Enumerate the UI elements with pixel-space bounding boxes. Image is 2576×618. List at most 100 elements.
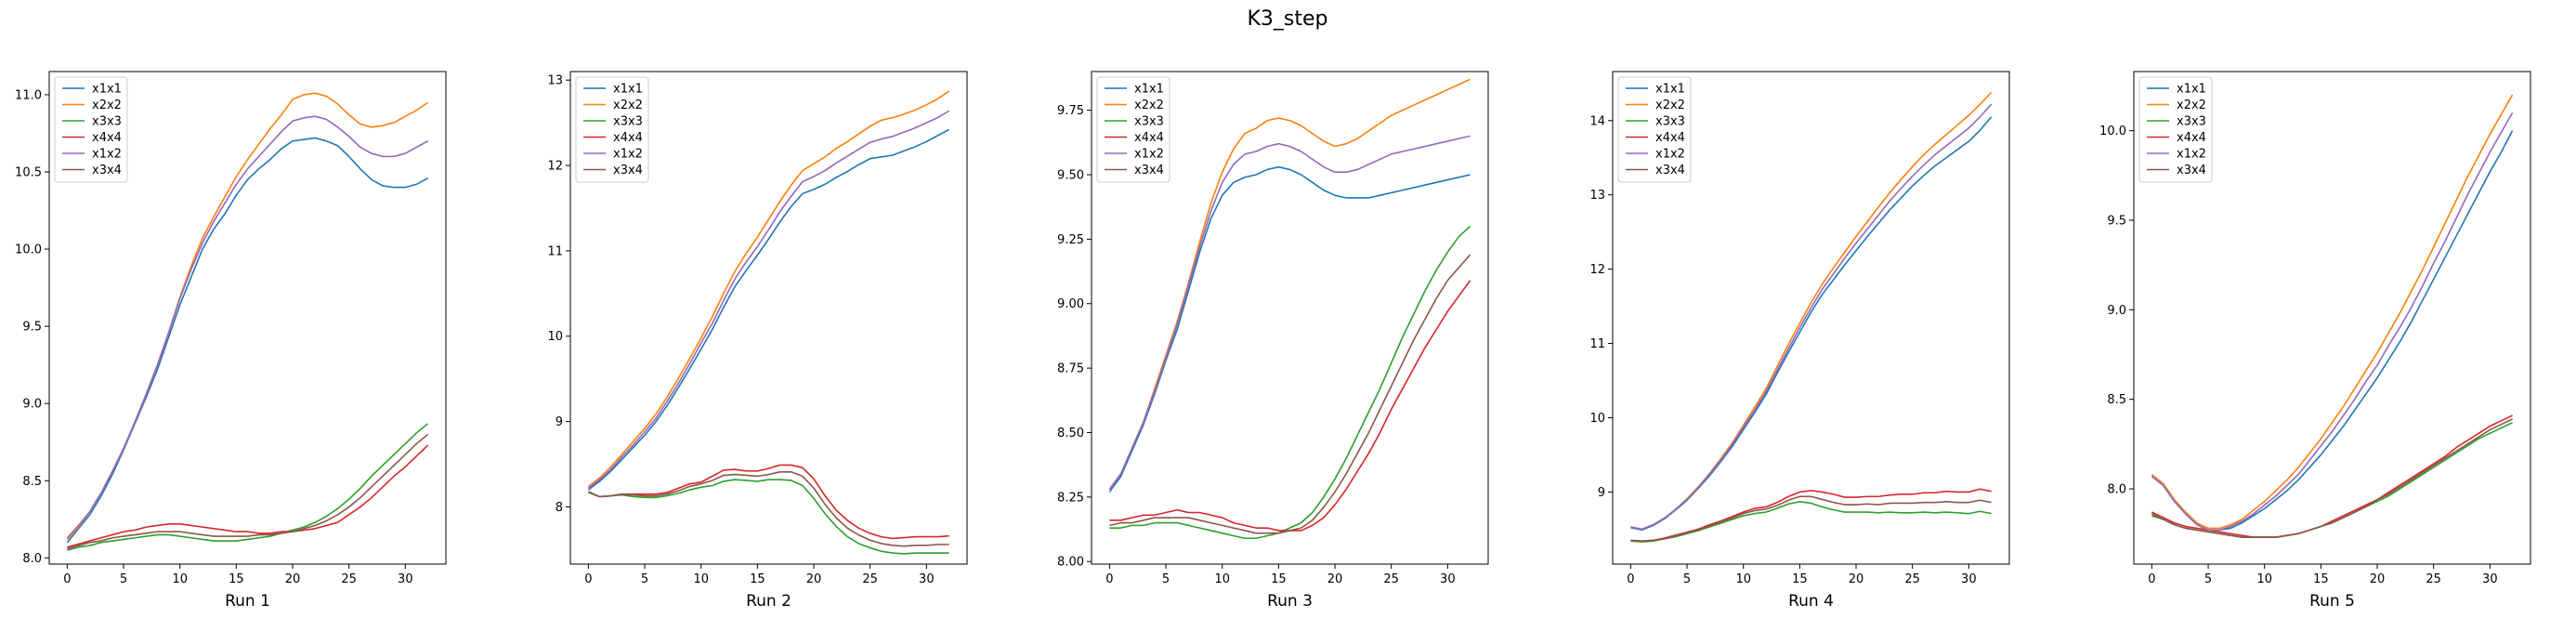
subplots: 0 5 10 15 20 25 30 8.0 8.5 9.0 9.5 10.0 10.5 11.0 Run …	[15, 71, 2531, 611]
subplot-1: 0 5 10 15 20 25 30 8.0 8.5 9.0 9.5 10.0 10.5 11.0 Run …	[15, 71, 447, 611]
x-axis-label: Run 4	[1788, 592, 1834, 611]
legend-box	[1096, 76, 1170, 183]
x-tick-label: 0	[2148, 572, 2155, 586]
x-tick-label: 30	[919, 572, 935, 586]
legend-label-x4x4: x4x4	[92, 131, 122, 145]
x-tick-label: 30	[398, 572, 413, 586]
legend-box	[575, 76, 649, 183]
legend: x1x1 x2x2 x3x3 x4x4 x1x2 x3x4	[575, 76, 649, 183]
series-line-x1x2	[2151, 112, 2514, 532]
y-tick-label: 12	[1589, 263, 1605, 277]
y-tick-label: 8.00	[1057, 556, 1084, 570]
x-tick-label: 25	[2426, 572, 2441, 586]
x-tick-label: 0	[1105, 572, 1113, 586]
legend-label-x2x2: x2x2	[613, 99, 643, 112]
legend-label-x4x4: x4x4	[1655, 131, 1685, 145]
legend-box	[54, 76, 128, 183]
legend-label-x3x4: x3x4	[92, 164, 122, 178]
legend-box	[2138, 76, 2213, 183]
x-tick-label: 30	[1440, 572, 1456, 586]
legend-label-x3x3: x3x3	[92, 115, 122, 129]
y-tick-label: 8.5	[22, 475, 42, 489]
y-tick-label: 9.0	[22, 398, 42, 412]
x-axis-label: Run 2	[746, 592, 791, 611]
y-tick-label: 8.0	[2107, 483, 2126, 497]
y-tick-label: 9	[1598, 486, 1605, 500]
subplot-3: 0 5 10 15 20 25 30 8.00 8.25 8.50 8.75 9.00 9.25 9.50…	[1057, 71, 1489, 611]
series-line-x1x2	[1108, 135, 1471, 491]
x-tick-label: 15	[229, 572, 244, 586]
series-line-x4x4	[67, 444, 429, 548]
series-line-x1x2	[66, 115, 428, 539]
x-axis-label: Run 1	[225, 592, 270, 611]
y-tick-label: 9.25	[1057, 233, 1084, 247]
legend-label-x3x3: x3x3	[613, 115, 643, 129]
legend-label-x3x3: x3x3	[2177, 115, 2206, 129]
legend-label-x2x2: x2x2	[92, 99, 122, 112]
x-tick-label: 10	[1214, 572, 1230, 586]
x-tick-label: 20	[1849, 572, 1864, 586]
y-tick-label: 9.5	[22, 321, 42, 335]
series-line-x4x4	[588, 464, 949, 540]
series-line-x3x3	[1109, 225, 1471, 540]
legend-label-x1x1: x1x1	[613, 83, 643, 97]
legend-label-x4x4: x4x4	[1134, 131, 1164, 145]
y-tick-label: 10.0	[2099, 125, 2126, 138]
series-line-x3x4	[1630, 495, 1992, 543]
y-tick-label: 8.75	[1057, 362, 1084, 376]
legend: x1x1 x2x2 x3x3 x4x4 x1x2 x3x4	[2138, 76, 2213, 183]
x-tick-label: 15	[750, 572, 765, 586]
y-tick-label: 12	[547, 160, 563, 174]
series-line-x3x4	[67, 433, 429, 550]
x-tick-label: 30	[2482, 572, 2498, 586]
x-tick-label: 5	[120, 572, 127, 586]
series-line-x2x2	[1108, 78, 1471, 491]
y-tick-label: 8.0	[22, 552, 42, 566]
legend-box	[1617, 76, 1692, 183]
y-tick-label: 9.5	[2107, 214, 2126, 228]
legend-label-x1x2: x1x2	[1655, 148, 1685, 162]
legend: x1x1 x2x2 x3x3 x4x4 x1x2 x3x4	[1617, 76, 1692, 183]
legend-label-x1x1: x1x1	[92, 83, 122, 97]
y-tick-label: 9.50	[1057, 168, 1084, 182]
axes-frame	[1091, 71, 1489, 565]
x-tick-label: 10	[1735, 572, 1751, 586]
subplot-5: 0 5 10 15 20 25 30 8.0 8.5 9.0 9.5 10.0 Run 5 x1x1 x2x…	[2099, 71, 2531, 611]
x-tick-label: 25	[1904, 572, 1920, 586]
series-line-x3x4	[2151, 418, 2513, 538]
legend-label-x3x4: x3x4	[613, 164, 643, 178]
axes-frame	[569, 71, 968, 565]
subplot-4: 0 5 10 15 20 25 30 9 10 11 12 13 14 Run 4 x1x1 x2x2 x3x3…	[1589, 71, 2010, 611]
legend-label-x1x2: x1x2	[2177, 148, 2206, 162]
series-line-x3x3	[67, 423, 429, 551]
x-tick-label: 0	[584, 572, 592, 586]
x-tick-label: 20	[285, 572, 301, 586]
x-axis-label: Run 5	[2309, 592, 2355, 611]
x-tick-label: 20	[2370, 572, 2386, 586]
y-tick-label: 9	[556, 415, 563, 429]
y-tick-label: 11	[1589, 337, 1605, 351]
y-tick-label: 8	[556, 501, 563, 515]
x-tick-label: 25	[1383, 572, 1399, 586]
x-tick-label: 15	[1792, 572, 1808, 586]
series-line-x1x1	[1108, 165, 1471, 493]
y-tick-label: 9.00	[1057, 297, 1084, 311]
legend-label-x3x3: x3x3	[1134, 115, 1164, 129]
x-tick-label: 20	[806, 572, 822, 586]
legend: x1x1 x2x2 x3x3 x4x4 x1x2 x3x4	[54, 76, 128, 183]
x-tick-label: 5	[2204, 572, 2212, 586]
axes-frame	[48, 71, 447, 565]
legend-label-x1x1: x1x1	[1655, 83, 1685, 97]
x-tick-label: 15	[1271, 572, 1287, 586]
x-tick-label: 10	[2256, 572, 2272, 586]
y-tick-label: 8.50	[1057, 427, 1084, 440]
legend-label-x1x1: x1x1	[2177, 83, 2206, 97]
legend-label-x4x4: x4x4	[613, 131, 643, 145]
series-line-x1x2	[587, 110, 950, 489]
y-tick-label: 11	[547, 244, 563, 258]
x-tick-label: 5	[1162, 572, 1170, 586]
series-line-x1x1	[587, 128, 949, 491]
x-tick-label: 25	[341, 572, 357, 586]
legend-label-x1x2: x1x2	[613, 148, 643, 162]
